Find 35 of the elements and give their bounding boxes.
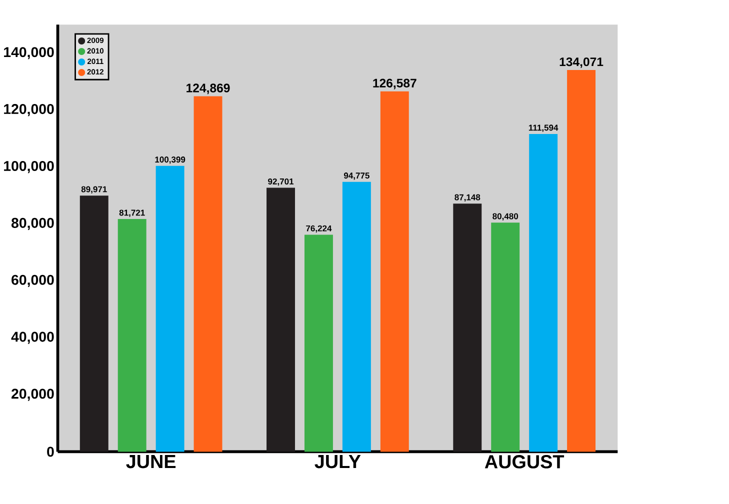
data-label: 94,775 [344,172,370,180]
bar [529,134,558,452]
y-tick-label: 100,000 [4,161,54,174]
data-label: 80,480 [492,213,518,221]
data-label: 87,148 [454,194,480,202]
y-tick-label: 0 [47,446,54,457]
y-tick-label: 20,000 [12,388,54,401]
bar [194,96,222,452]
bar [304,234,333,452]
data-label: 76,224 [306,225,332,233]
bar [118,219,146,452]
bar [380,91,409,452]
data-label: 100,399 [155,156,186,164]
x-tick-label: JULY [314,455,361,468]
x-tick-label: JUNE [126,455,176,468]
data-label: 81,721 [119,210,145,218]
bar [266,188,295,452]
data-label: 92,701 [268,178,294,186]
data-label: 134,071 [560,57,604,68]
y-tick-label: 140,000 [4,47,54,60]
bar [567,70,596,452]
y-tick-label: 80,000 [11,218,54,230]
bar [156,166,184,452]
data-label: 126,587 [373,78,416,90]
y-tick-label: 60,000 [12,274,54,287]
y-tick-label: 120,000 [4,104,54,116]
bar [342,182,371,452]
data-label: 124,869 [186,84,230,94]
bar [453,204,482,452]
data-label: 89,971 [81,186,107,194]
y-tick-label: 40,000 [11,332,54,344]
bar [491,222,520,452]
x-tick-label: AUGUST [484,455,564,468]
bar [80,196,108,452]
data-label: 111,594 [528,124,558,132]
